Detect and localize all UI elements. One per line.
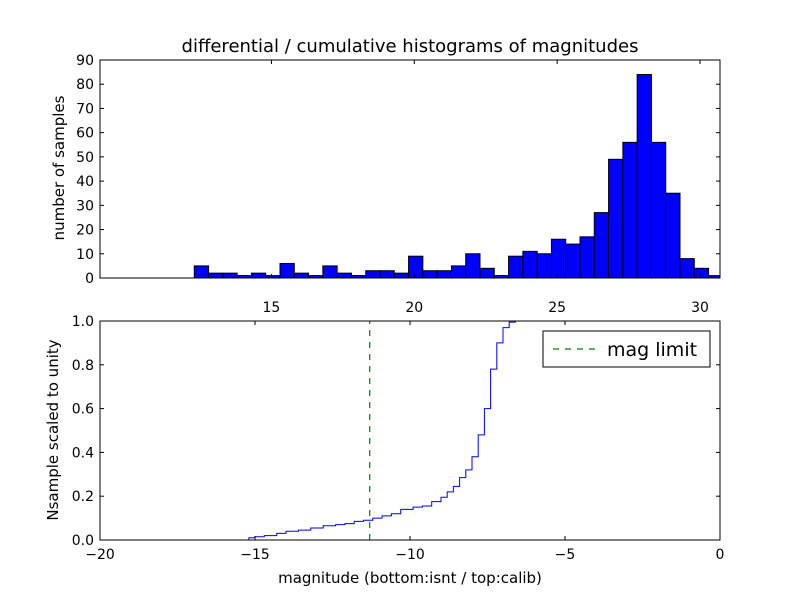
histogram-y-tick-label: 90	[76, 53, 94, 69]
histogram-bar	[479, 267, 495, 279]
histogram-y-tick-label: 20	[76, 223, 94, 239]
cumulative-x-tick-label: 0	[716, 547, 725, 563]
histogram-bar	[279, 262, 295, 279]
histogram-axes: differential / cumulative histograms of …	[50, 36, 721, 316]
histogram-bar	[579, 236, 595, 279]
histogram-bar	[393, 272, 410, 279]
cumulative-y-tick-label: 0.0	[72, 533, 94, 549]
histogram-bar	[650, 141, 667, 279]
histogram-bar	[593, 212, 610, 279]
cumulative-y-axis-label: Nsample scaled to unity	[44, 339, 62, 520]
histogram-bar	[208, 272, 224, 279]
histogram-bar	[550, 238, 567, 279]
histogram-bar	[322, 265, 338, 279]
cumulative-y-tick-label: 1.0	[72, 314, 94, 330]
cumulative-series	[100, 320, 522, 541]
histogram-bar	[365, 270, 381, 279]
histogram-y-tick-label: 30	[76, 198, 94, 214]
histogram-bar	[608, 158, 624, 279]
cumulative-y-tick-label: 0.8	[72, 358, 94, 374]
histogram-bar	[536, 253, 552, 279]
histogram-bar	[665, 192, 681, 279]
histogram-y-tick-label: 80	[76, 77, 94, 93]
cumulative-x-tick-label: −5	[555, 547, 576, 563]
histogram-bar	[465, 253, 481, 279]
histogram-y-tick-label: 0	[85, 271, 94, 287]
cumulative-x-tick-label: −15	[240, 547, 270, 563]
histogram-bar	[522, 250, 538, 279]
cumulative-step-line	[100, 320, 522, 541]
chart-title: differential / cumulative histograms of …	[182, 36, 639, 57]
legend-mag-limit-label: mag limit	[607, 339, 697, 361]
histogram-bar	[436, 270, 452, 279]
histogram-plot-frame	[99, 59, 721, 279]
cumulative-plot-frame	[99, 320, 721, 541]
histogram-bar	[293, 272, 310, 279]
histogram-y-tick-label: 10	[76, 247, 94, 263]
histogram-bar	[622, 141, 638, 279]
histogram-bar	[408, 255, 424, 279]
histogram-bar	[222, 272, 238, 279]
histogram-bar	[450, 265, 467, 279]
histogram-bar	[508, 255, 524, 279]
histogram-y-tick-label: 50	[76, 150, 94, 166]
histogram-bar	[636, 74, 652, 279]
cumulative-y-tick-label: 0.4	[72, 445, 94, 461]
histogram-ticks: 0 10 20 30 40 50 60 70 80 90 15 20 25 30	[76, 53, 720, 316]
cumulative-x-axis-label: magnitude (bottom:isnt / top:calib)	[278, 569, 542, 587]
cumulative-ticks: 0.0 0.2 0.4 0.6 0.8 1.0 −20 −15 −10 −5 0	[72, 314, 725, 563]
legend: mag limit	[542, 330, 711, 368]
histogram-x-tick-label: 15	[263, 300, 281, 316]
cumulative-y-tick-label: 0.2	[72, 489, 94, 505]
histogram-bar	[336, 272, 352, 279]
histogram-bar	[193, 265, 210, 279]
histogram-y-tick-label: 40	[76, 174, 94, 190]
histogram-y-tick-label: 70	[76, 101, 94, 117]
histogram-bars	[193, 74, 721, 279]
histogram-x-tick-label: 20	[405, 300, 423, 316]
cumulative-y-tick-label: 0.6	[72, 402, 94, 418]
histogram-y-axis-label: number of samples	[50, 95, 68, 240]
histogram-x-tick-label: 30	[691, 300, 709, 316]
cumulative-axes: magnitude (bottom:isnt / top:calib) Nsam…	[44, 314, 724, 587]
histogram-bar	[693, 267, 710, 279]
histogram-bar	[250, 272, 267, 279]
histogram-bar	[379, 270, 395, 279]
cumulative-x-tick-label: −20	[85, 547, 115, 563]
histogram-bar	[565, 243, 581, 279]
histogram-y-tick-label: 60	[76, 126, 94, 142]
cumulative-x-tick-label: −10	[395, 547, 425, 563]
histogram-bar	[679, 258, 695, 279]
histogram-bar	[422, 270, 438, 279]
histogram-x-tick-label: 25	[548, 300, 566, 316]
